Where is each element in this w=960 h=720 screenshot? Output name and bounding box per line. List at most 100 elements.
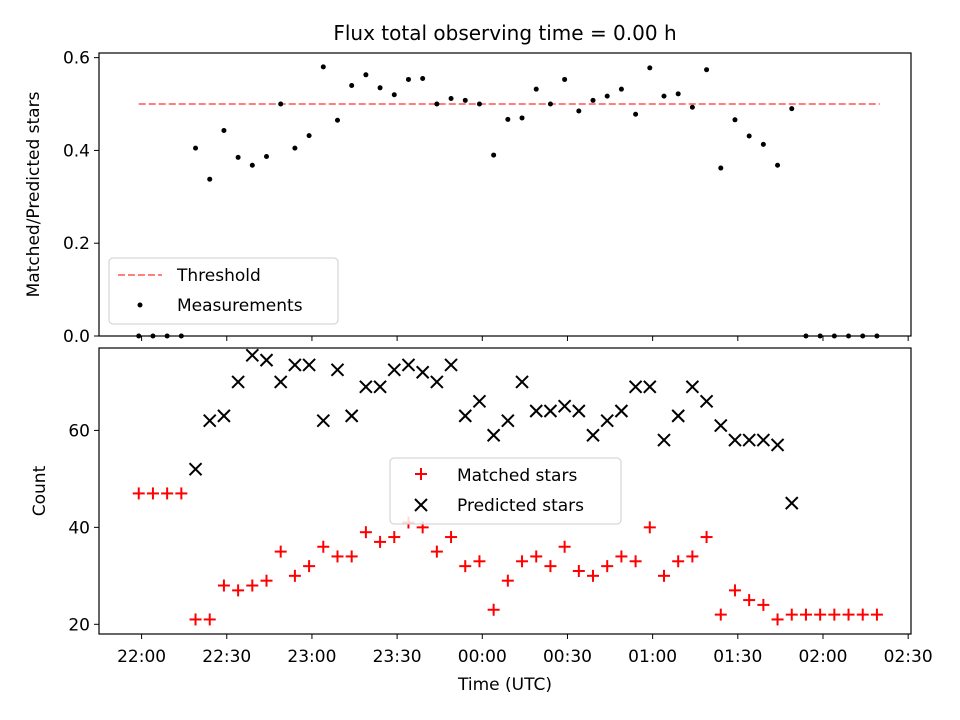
matched-star-point <box>388 531 401 544</box>
predicted-star-stroke-b <box>387 363 401 377</box>
legend-measurements-swatch <box>137 302 143 308</box>
predicted-star-stroke-b <box>245 348 260 362</box>
matched-star-point <box>743 594 756 607</box>
matched-star-point <box>856 608 869 621</box>
predicted-star-point <box>657 433 671 447</box>
matched-star-point <box>657 569 670 582</box>
matched-star-point <box>814 608 827 621</box>
predicted-star-stroke-b <box>643 380 657 394</box>
matched-star-point <box>672 555 685 568</box>
matched-star-point <box>530 550 543 563</box>
matched-star-point <box>799 608 812 621</box>
predicted-star-stroke-b <box>728 433 742 447</box>
matched-star-point <box>643 521 656 534</box>
predicted-star-stroke-b <box>430 375 444 389</box>
predicted-star-stroke-b <box>614 404 629 418</box>
predicted-star-stroke-b <box>600 414 614 428</box>
measurement-point <box>491 152 497 158</box>
predicted-star-point <box>685 380 700 394</box>
bottom-y-axis-label: Count <box>30 465 50 516</box>
matched-star-point <box>629 555 642 568</box>
matched-star-point <box>728 584 741 597</box>
measurement-point <box>292 145 298 151</box>
legend-predicted-swatch <box>414 498 428 512</box>
matched-star-point <box>217 579 230 592</box>
predicted-star-point <box>430 375 444 389</box>
predicted-star-point <box>515 375 529 389</box>
predicted-star-stroke-b <box>401 358 416 372</box>
matched-star-point <box>487 603 500 616</box>
bottom-legend-box <box>389 457 622 525</box>
bottom-x-tick-label: 22:00 <box>117 647 166 667</box>
top-legend-box <box>108 257 339 325</box>
predicted-star-stroke-b <box>515 375 529 389</box>
top-y-axis-label: Matched/Predicted stars <box>24 91 44 297</box>
predicted-star-point <box>344 409 359 423</box>
bottom-x-tick-label: 23:00 <box>287 647 336 667</box>
matched-star-point <box>274 545 287 558</box>
predicted-star-stroke-b <box>557 399 572 413</box>
predicted-star-point <box>699 394 714 409</box>
predicted-star-stroke-b <box>586 428 600 442</box>
predicted-star-point <box>472 394 487 409</box>
predicted-star-point <box>785 496 799 510</box>
matched-star-point <box>430 545 443 558</box>
measurement-point <box>732 117 738 123</box>
measurement-point <box>562 76 568 82</box>
bottom-x-tick-label: 01:30 <box>713 647 762 667</box>
measurement-point <box>391 92 397 98</box>
measurement-point <box>193 145 199 151</box>
matched-star-point <box>317 540 330 553</box>
measurement-point <box>604 93 610 99</box>
predicted-star-stroke-b <box>657 433 671 447</box>
matched-star-point <box>345 550 358 563</box>
matched-star-point <box>587 569 600 582</box>
matched-star-point <box>246 579 259 592</box>
legend-matched-label: Matched stars <box>457 466 577 486</box>
predicted-star-point <box>529 404 543 418</box>
measurement-point <box>349 82 355 88</box>
predicted-star-point <box>273 375 288 389</box>
matched-star-point <box>232 584 245 597</box>
measurement-point <box>590 97 596 103</box>
matched-star-point <box>544 560 557 573</box>
predicted-star-point <box>330 363 345 377</box>
predicted-star-point <box>557 399 572 413</box>
measurement-point <box>775 162 781 168</box>
matched-star-point <box>842 608 855 621</box>
predicted-star-point <box>203 414 217 428</box>
predicted-star-point <box>742 433 756 447</box>
bottom-x-tick-label: 22:30 <box>202 647 251 667</box>
bottom-legend: Matched stars Predicted stars <box>389 457 622 525</box>
predicted-star-point <box>572 404 586 418</box>
predicted-star-point <box>501 414 515 428</box>
matched-star-point <box>359 526 372 539</box>
predicted-star-stroke-b <box>288 358 302 372</box>
measurement-point <box>647 65 653 71</box>
bottom-x-tick-label: 01:00 <box>628 647 677 667</box>
predicted-star-point <box>728 433 742 447</box>
predicted-star-point <box>259 353 274 367</box>
matched-star-point <box>132 487 145 500</box>
legend-matched-swatch <box>415 468 427 480</box>
legend-measurements-label: Measurements <box>177 296 303 316</box>
predicted-star-point <box>188 462 203 476</box>
predicted-star-stroke-b <box>330 363 345 377</box>
predicted-star-point <box>245 348 260 362</box>
measurement-point <box>746 133 752 139</box>
predicted-star-stroke-b <box>217 409 231 423</box>
matched-star-point <box>175 487 188 500</box>
predicted-star-point <box>231 375 245 389</box>
predicted-star-point <box>288 358 302 372</box>
top-plot-area <box>136 64 880 339</box>
top-panel: 0.0 0.2 0.4 0.6 Matched/Predicted stars Thr… <box>24 49 912 347</box>
measurement-point <box>661 93 667 99</box>
predicted-star-stroke-b <box>628 380 643 394</box>
measurement-point <box>249 162 255 168</box>
predicted-star-point <box>401 358 416 372</box>
matched-star-point <box>700 531 713 544</box>
top-axes-frame <box>98 52 912 337</box>
predicted-star-stroke-b <box>359 380 373 394</box>
